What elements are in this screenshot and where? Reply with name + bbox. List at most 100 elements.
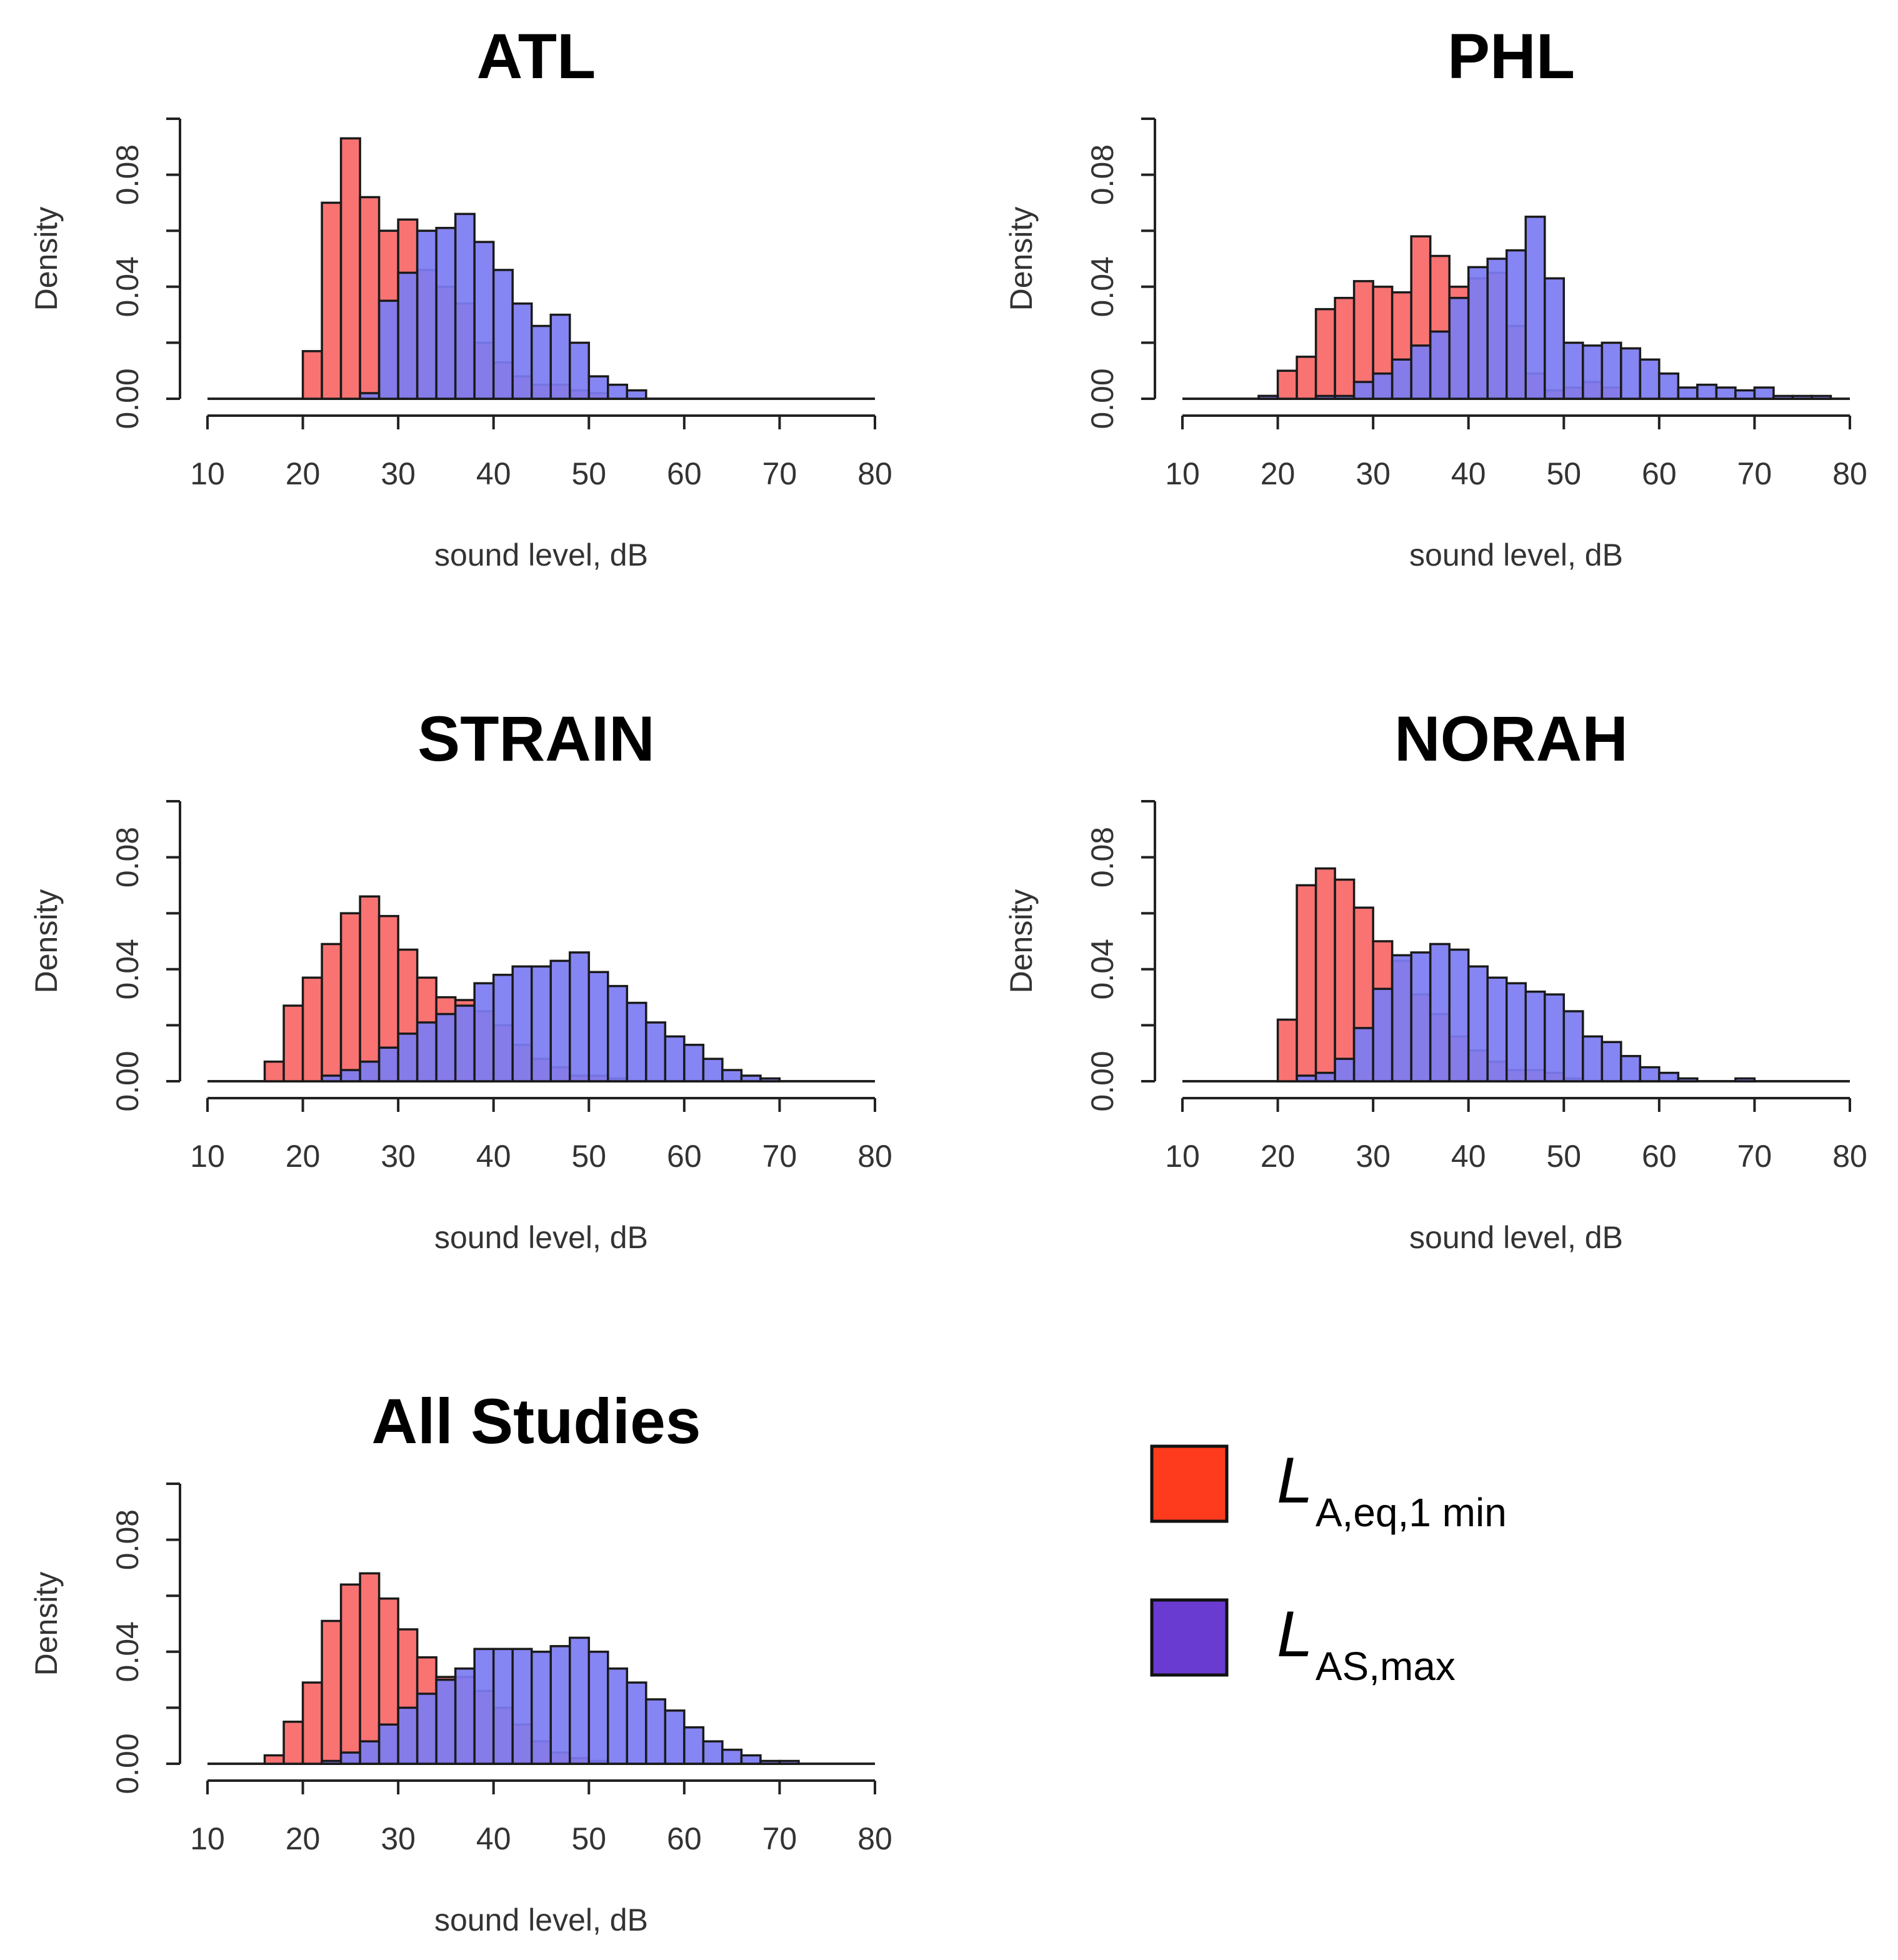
bar-lmax [1562,341,1584,400]
legend-label-leq-main: L [1277,1444,1313,1517]
bar-lmax [511,302,533,400]
bar-lmax [1658,372,1680,400]
x-tick-label: 30 [381,456,416,491]
bar-lmax [1677,386,1699,400]
bar-lmax [1334,394,1356,400]
bar-leq [301,350,323,400]
panel-title-atl: ATL [477,21,596,92]
bar-lmax [759,1759,781,1765]
bar-lmax [359,1060,381,1082]
y-tick-label: 0.04 [110,939,145,999]
bar-lmax [397,1032,419,1082]
y-axis-label: Density [1004,889,1039,994]
legend-swatch-lmax [1150,1598,1229,1677]
bar-lmax [740,1754,762,1765]
x-tick-label: 20 [286,456,321,491]
bar-lmax [607,383,629,400]
bar-lmax [511,1648,533,1765]
bar-lmax [607,1667,629,1765]
bar-lmax [607,984,629,1082]
bar-lmax [416,1692,437,1765]
x-axis-label: sound level, dB [1409,1220,1623,1255]
bar-lmax [1734,389,1756,400]
x-tick-label: 70 [1737,456,1772,491]
bar-lmax [1391,358,1412,400]
x-tick-label: 70 [762,1821,797,1856]
x-tick-label: 40 [476,456,511,491]
x-axis-label: sound level, dB [434,1902,648,1938]
bar-lmax [1505,982,1527,1082]
panel-title-all-studies: All Studies [371,1386,701,1457]
bar-lmax [359,392,381,400]
x-tick-label: 60 [667,456,702,491]
bar-lmax [377,1046,399,1082]
bar-lmax [1314,394,1336,400]
bar-lmax [1314,1071,1336,1082]
svg-text:L AS,max: L AS,max [1277,1598,1456,1689]
x-tick-label: 50 [571,1139,606,1174]
panel-all-studies: All Studies 10 20 30 40 50 60 70 80 sound level, … [29,1386,892,1938]
bar-lmax [702,1058,724,1082]
bar-lmax [492,269,514,400]
bar-lmax [587,375,609,400]
bar-lmax [1544,277,1566,400]
bar-lmax [1677,1077,1699,1082]
bar-lmax [454,1004,476,1082]
panel-atl: ATL 10 20 30 40 50 60 70 80 sound level, dB 0.00 0.… [29,21,892,572]
x-tick-label: 60 [667,1139,702,1174]
y-tick-label: 0.00 [110,368,145,429]
bar-lmax [1524,990,1546,1082]
x-tick-label: 80 [1832,1139,1867,1174]
bar-lmax [416,1021,437,1082]
panel-phl: PHL 10 20 30 40 50 60 70 80 sound level, dB 0.00 0.… [1004,21,1867,572]
y-tick-label: 0.08 [1085,827,1120,888]
y-tick-label: 0.00 [110,1051,145,1111]
bar-lmax [1296,1074,1317,1082]
bar-lmax [1448,948,1470,1082]
y-tick-label: 0.08 [110,827,145,888]
x-tick-label: 60 [1642,1139,1677,1174]
bar-lmax [1601,341,1622,400]
bar-leq [1352,280,1374,400]
bar-lmax [1620,347,1642,400]
bar-leq [1276,1018,1298,1082]
bar-lmax [1601,1041,1622,1082]
bar-leq [1334,296,1356,400]
x-tick-label: 30 [1356,1139,1391,1174]
x-tick-label: 20 [286,1139,321,1174]
x-tick-label: 10 [190,1139,225,1174]
bar-lmax [626,1001,647,1082]
bar-leq [359,895,381,1082]
bar-lmax [1372,372,1394,400]
bar-lmax [664,1035,686,1082]
y-tick-label: 0.08 [110,144,145,205]
bar-lmax [683,1044,705,1082]
bar-leq [263,1060,285,1082]
bar-leq [359,1572,381,1765]
panel-title-phl: PHL [1447,21,1575,92]
x-tick-label: 70 [1737,1139,1772,1174]
bar-lmax [1486,976,1508,1082]
bar-lmax [454,1667,476,1765]
bar-lmax [1429,942,1451,1082]
y-tick-label: 0.08 [1085,144,1120,205]
bar-lmax [1582,344,1604,400]
bar-lmax [435,1678,457,1765]
x-tick-label: 10 [190,1821,225,1856]
x-tick-label: 20 [1261,1139,1296,1174]
y-axis-label: Density [29,889,64,994]
y-axis-label: Density [29,207,64,311]
x-tick-label: 60 [1642,456,1677,491]
bar-lmax [397,1706,419,1765]
bar-lmax [587,971,609,1082]
bar-lmax [1448,296,1470,400]
y-tick-label: 0.04 [110,1621,145,1682]
bar-lmax [1696,383,1718,400]
bar-leq [301,976,323,1082]
bar-leq [1296,884,1317,1082]
x-axis-label: sound level, dB [434,1220,648,1255]
x-tick-label: 40 [476,1139,511,1174]
y-tick-label: 0.00 [110,1733,145,1794]
bar-lmax [492,1648,514,1765]
